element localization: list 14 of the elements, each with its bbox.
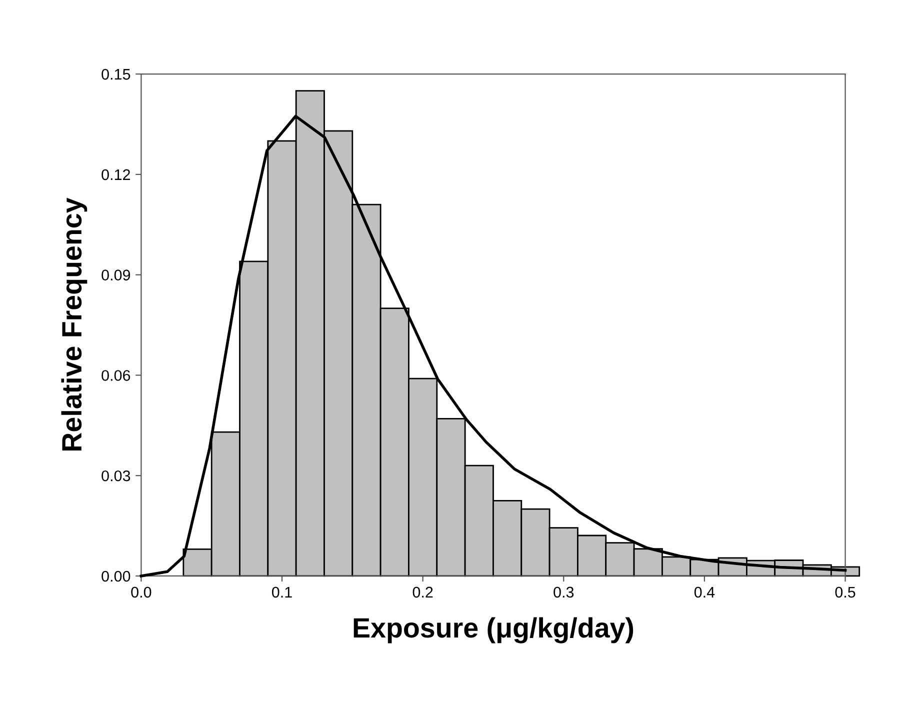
y-axis-title: Relative Frequency <box>61 198 88 451</box>
y-tick-label: 0.00 <box>102 570 130 582</box>
x-tick-label: 0.0 <box>131 586 152 598</box>
y-tick-label: 0.12 <box>102 169 130 180</box>
x-tick-label: 0.5 <box>835 586 856 598</box>
y-tick-label: 0.06 <box>102 370 130 381</box>
y-tick-label: 0.15 <box>102 68 130 80</box>
x-tick-label: 0.1 <box>272 586 292 598</box>
x-axis-title: Exposure (μg/kg/day) <box>354 617 634 644</box>
x-tick-label: 0.2 <box>412 586 433 598</box>
y-tick-label: 0.03 <box>102 470 130 482</box>
x-tick-label: 0.4 <box>694 586 715 598</box>
x-tick-label: 0.3 <box>554 586 574 598</box>
y-tick-label: 0.09 <box>102 270 130 280</box>
